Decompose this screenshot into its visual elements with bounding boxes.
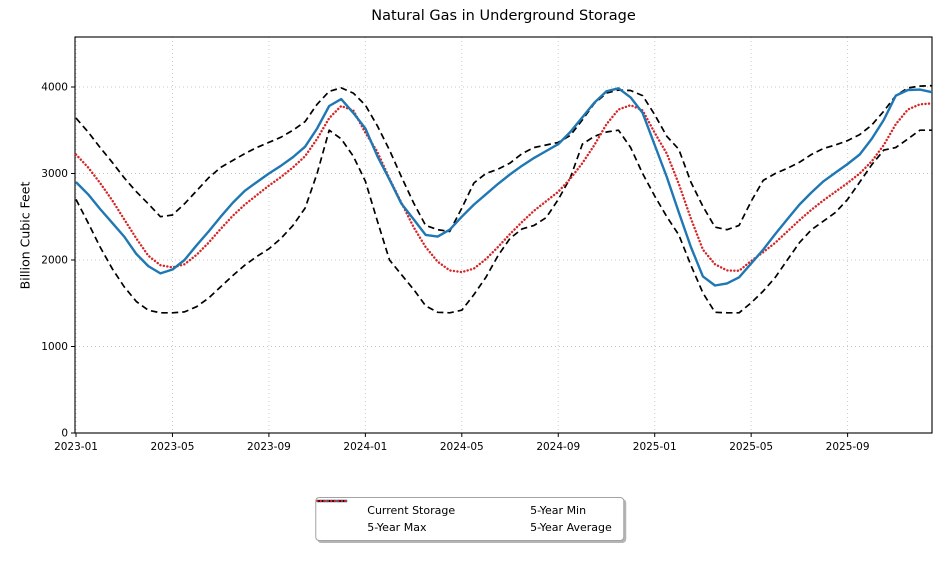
legend-label: Current Storage bbox=[367, 504, 456, 517]
legend-label: 5-Year Average bbox=[530, 521, 612, 534]
legend-item-5-year-max: 5-Year Max bbox=[317, 500, 455, 534]
x-tick-label: 2024-05 bbox=[440, 441, 484, 453]
x-tick-label: 2023-09 bbox=[247, 441, 291, 453]
x-tick-label: 2023-05 bbox=[151, 441, 195, 453]
y-tick-label: 2000 bbox=[41, 254, 68, 266]
x-tick-label: 2025-01 bbox=[633, 441, 677, 453]
y-tick-label: 1000 bbox=[41, 341, 68, 353]
axis-ticks bbox=[71, 86, 849, 437]
5-year-max-line bbox=[75, 84, 933, 233]
gridlines bbox=[75, 37, 932, 434]
legend-item-5-year-min: 5-Year Min bbox=[317, 500, 612, 517]
x-tick-label: 2024-01 bbox=[343, 441, 387, 453]
5-year-min-line bbox=[75, 129, 932, 314]
legend-label: 5-Year Min bbox=[530, 504, 587, 517]
legend-item-5-year-average: 5-Year Average bbox=[316, 499, 612, 534]
y-tick-label: 3000 bbox=[41, 168, 68, 180]
x-tick-label: 2025-09 bbox=[826, 441, 870, 453]
axis-tick-labels: 0 1000 2000 3000 4000 2023-01 2023-05 2023-09 20… bbox=[41, 81, 869, 453]
5-year-average-line bbox=[74, 102, 934, 274]
y-tick-label: 4000 bbox=[41, 81, 68, 93]
y-tick-label: 0 bbox=[61, 428, 68, 440]
current-storage-line bbox=[75, 87, 933, 287]
x-tick-label: 2025-05 bbox=[729, 441, 773, 453]
legend-label: 5-Year Max bbox=[367, 521, 427, 534]
chart-legend: Current Storage 5-Year Min 5-Year Max 5-Yea… bbox=[315, 497, 625, 541]
plot-border bbox=[74, 36, 933, 434]
legend-item-current-storage: Current Storage bbox=[317, 499, 456, 517]
chart-title: Natural Gas in Underground Storage bbox=[371, 8, 636, 24]
x-tick-label: 2023-01 bbox=[54, 441, 98, 453]
x-tick-label: 2024-09 bbox=[536, 441, 580, 453]
